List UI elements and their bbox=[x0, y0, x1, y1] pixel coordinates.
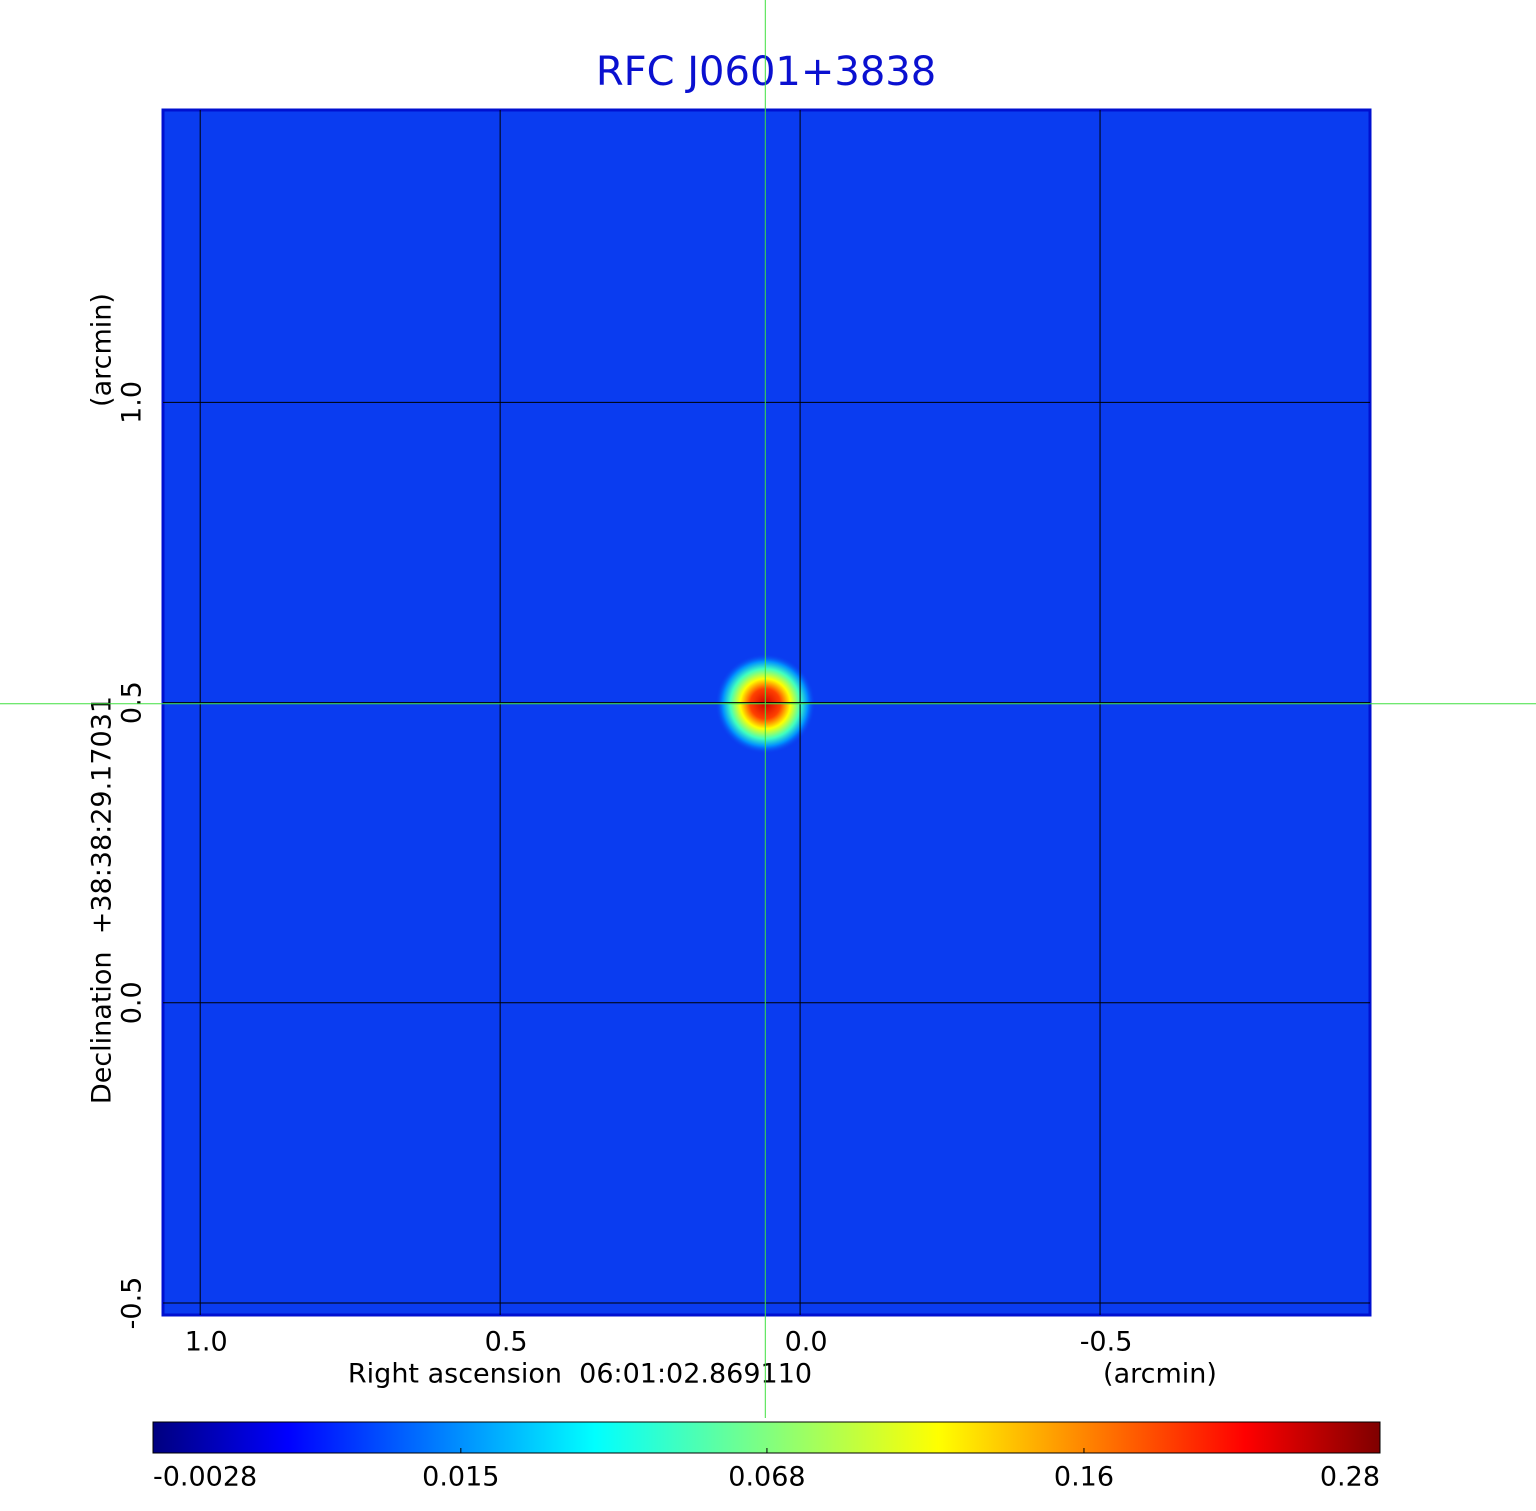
colorbar-tick-label: 0.015 bbox=[422, 1462, 499, 1493]
y-tick-label: 0.0 bbox=[117, 981, 148, 1024]
y-axis-unit: (arcmin) bbox=[87, 293, 118, 407]
x-axis-unit: (arcmin) bbox=[1103, 1359, 1217, 1390]
x-tick-label: 0.0 bbox=[785, 1327, 828, 1358]
colorbar-tick-label: 0.28 bbox=[1320, 1462, 1380, 1493]
colorbar bbox=[152, 1421, 1381, 1454]
colorbar-tick-label: 0.16 bbox=[1054, 1462, 1114, 1493]
x-tick-label: 1.0 bbox=[185, 1327, 228, 1358]
colorbar-tick-label: -0.0028 bbox=[153, 1462, 257, 1493]
x-tick-label: -0.5 bbox=[1080, 1327, 1133, 1358]
y-tick-label: -0.5 bbox=[117, 1277, 148, 1330]
y-axis-label: Declination +38:38:29.17031 bbox=[87, 696, 118, 1104]
y-tick-label: 0.5 bbox=[117, 681, 148, 724]
chart-title: RFC J0601+3838 bbox=[596, 49, 936, 95]
colorbar-tick-label: 0.068 bbox=[728, 1462, 805, 1493]
x-axis-label: Right ascension 06:01:02.869110 bbox=[348, 1359, 812, 1390]
y-tick-label: 1.0 bbox=[117, 381, 148, 424]
x-tick-label: 0.5 bbox=[485, 1327, 528, 1358]
